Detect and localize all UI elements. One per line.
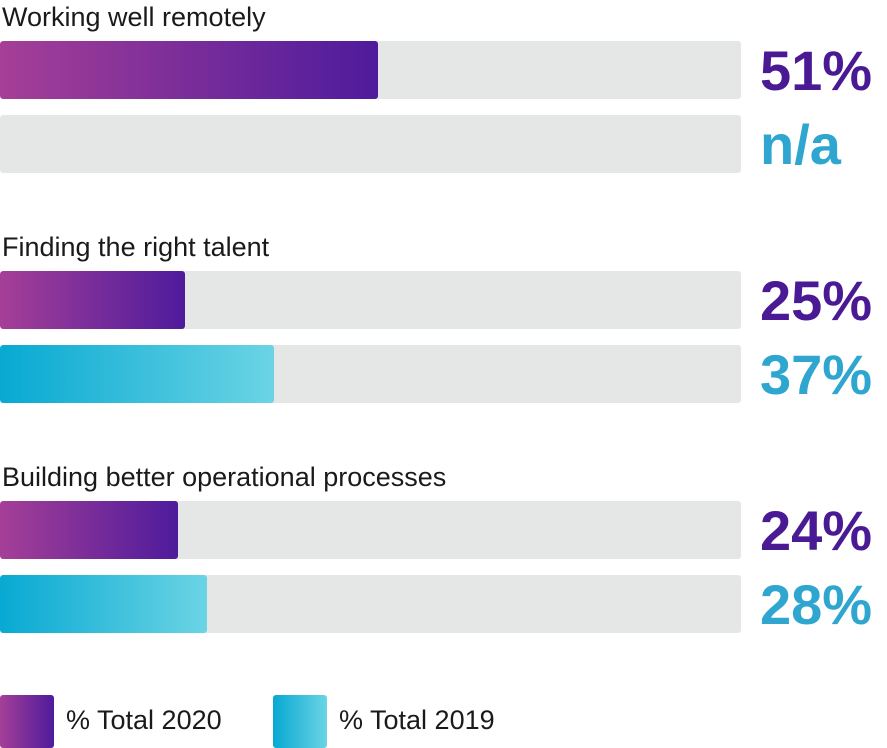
bar-track	[0, 271, 741, 329]
category-label: Working well remotely	[2, 2, 266, 32]
bar-2019	[0, 575, 208, 633]
bar-2020	[0, 41, 378, 99]
legend-swatch	[0, 695, 54, 748]
category-label: Building better operational processes	[2, 462, 447, 492]
data-label: n/a	[760, 113, 841, 176]
data-label: 28%	[760, 573, 873, 636]
category-label: Finding the right talent	[2, 232, 270, 262]
bar-2019	[0, 345, 275, 403]
legend-label: % Total 2019	[339, 705, 495, 735]
data-label: 37%	[760, 343, 873, 406]
bar-track	[0, 41, 741, 99]
data-label: 51%	[760, 39, 873, 102]
bar-track	[0, 115, 741, 173]
bar-2020	[0, 271, 186, 329]
legend-label: % Total 2020	[66, 705, 222, 735]
bar-track	[0, 345, 741, 403]
bar-track	[0, 575, 741, 633]
legend-swatch	[273, 695, 327, 748]
bar-track	[0, 501, 741, 559]
data-label: 25%	[760, 269, 873, 332]
data-label: 24%	[760, 499, 873, 562]
bar-2020	[0, 501, 178, 559]
